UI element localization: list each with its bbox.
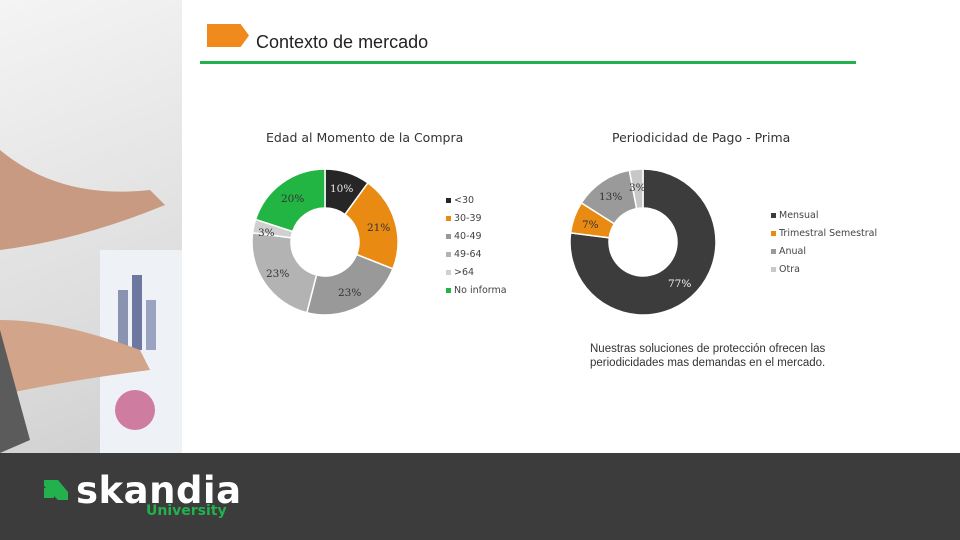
chart1-data-label: 10% xyxy=(330,183,354,195)
donut-chart-periodicity xyxy=(569,168,717,316)
chart2-data-label: 7% xyxy=(582,219,599,231)
chart1-data-label: 23% xyxy=(266,268,290,280)
legend-item: Trimestral Semestral xyxy=(771,228,877,239)
chart1-data-label: 21% xyxy=(367,222,391,234)
logo-subtitle: University xyxy=(146,503,227,519)
chart1-slice-no-informa xyxy=(254,168,326,233)
chart1-data-label: 3% xyxy=(258,227,275,239)
summary-note: Nuestras soluciones de protección ofrece… xyxy=(590,343,826,369)
chart1-data-label: 20% xyxy=(281,193,305,205)
legend-item: 30-39 xyxy=(446,213,482,224)
chart2-title: Periodicidad de Pago - Prima xyxy=(612,130,791,145)
photo-illustration xyxy=(0,150,182,453)
chart2-slice-otra xyxy=(628,168,644,210)
header-divider xyxy=(200,61,856,64)
chart2-slice-mensual xyxy=(569,168,717,316)
legend-item: No informa xyxy=(446,285,507,296)
chart1-title: Edad al Momento de la Compra xyxy=(266,130,464,145)
legend-item: Otra xyxy=(771,264,800,275)
chart2-data-label: 3% xyxy=(629,182,646,194)
legend-item: >64 xyxy=(446,267,474,278)
legend-item: <30 xyxy=(446,195,474,206)
legend-item: Anual xyxy=(771,246,806,257)
chart2-data-label: 13% xyxy=(599,191,623,203)
legend-item: 40-49 xyxy=(446,231,482,242)
chart2-data-label: 77% xyxy=(668,278,692,290)
donut-chart-age xyxy=(251,168,399,316)
chart1-slice-40-49 xyxy=(305,253,394,316)
donut-charts xyxy=(251,168,717,316)
footer-bar xyxy=(0,453,960,540)
page-title: Contexto de mercado xyxy=(256,32,429,52)
header-accent-tab xyxy=(207,24,249,47)
background-photo-tablet xyxy=(0,0,182,453)
chart1-data-label: 23% xyxy=(338,287,362,299)
legend-item: Mensual xyxy=(771,210,819,221)
logo-wordmark: skandia xyxy=(76,469,242,512)
legend-item: 49-64 xyxy=(446,249,482,260)
